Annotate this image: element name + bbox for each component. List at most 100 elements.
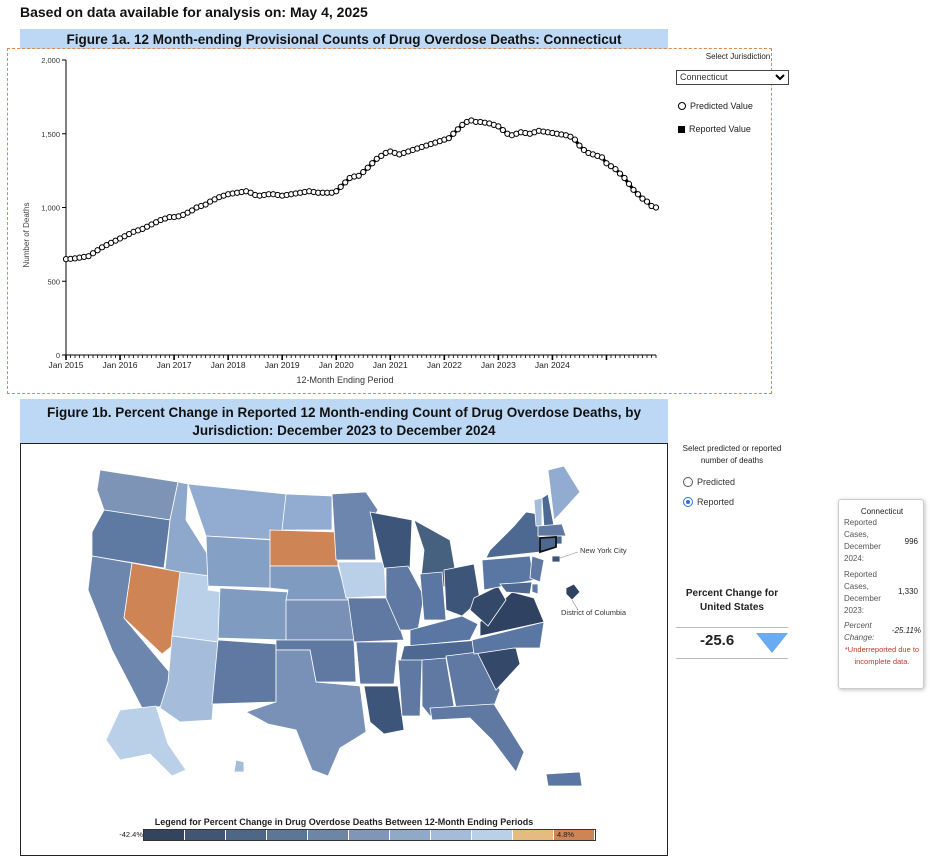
legend-swatch-4	[308, 830, 349, 840]
legend-swatch-8	[472, 830, 513, 840]
state-texas	[245, 649, 367, 777]
predicted-point	[630, 186, 637, 193]
state-maryland	[499, 581, 533, 595]
figure-1a-title: Figure 1a. 12 Month-ending Provisional C…	[20, 29, 668, 49]
tooltip-label-dec-2023: Reported Cases, December 2023:	[844, 570, 881, 615]
y-tick-label: 0	[56, 351, 60, 360]
radio-predicted-circle[interactable]	[683, 477, 693, 487]
predicted-point	[364, 164, 371, 171]
legend-reported: Reported Value	[678, 124, 751, 134]
predicted-point	[454, 126, 461, 133]
predicted-point	[333, 188, 340, 195]
state-indiana	[419, 571, 447, 621]
state-massachusetts	[537, 523, 567, 537]
state-wyoming	[205, 535, 273, 589]
y-tick-label: 1,500	[41, 130, 60, 139]
predicted-point	[355, 172, 362, 179]
series-layer	[62, 117, 660, 263]
predicted-point	[571, 136, 579, 143]
x-tick-label: Jan 2022	[427, 360, 462, 370]
x-tick-label: Jan 2017	[157, 360, 192, 370]
state-south-dakota	[269, 529, 339, 567]
predicted-point	[603, 160, 610, 167]
district-of-columbia	[565, 583, 581, 601]
predicted-point	[445, 135, 452, 142]
state-alaska	[105, 705, 187, 777]
tooltip-label-percent: Percent Change:	[844, 621, 875, 642]
tooltip-title: Connecticut	[860, 507, 904, 516]
y-axis-label: Number of Deaths	[22, 203, 31, 268]
predicted-point	[499, 126, 506, 134]
legend-swatch-2	[226, 830, 267, 840]
x-tick-label: Jan 2023	[481, 360, 516, 370]
state-colorado	[217, 587, 289, 641]
x-tick-label: Jan 2016	[103, 360, 138, 370]
predicted-point	[616, 170, 624, 177]
state-minnesota	[331, 491, 379, 561]
radio-reported[interactable]: Reported	[683, 497, 734, 507]
map-frame	[20, 443, 668, 856]
state-new-mexico	[211, 639, 277, 705]
percent-change-us-box	[676, 627, 788, 659]
legend-swatch-3	[267, 830, 308, 840]
territory-puerto-rico	[545, 771, 583, 787]
predicted-point	[607, 163, 615, 170]
state-maine	[547, 465, 581, 521]
legend-reported-label: Reported Value	[689, 124, 751, 134]
predicted-point	[612, 166, 619, 173]
predicted-point	[360, 169, 367, 176]
radio-group-label: Select predicted or reported number of d…	[682, 444, 782, 465]
tooltip-label-dec-2024: Reported Cases, December 2024:	[844, 518, 881, 563]
radio-reported-circle[interactable]	[683, 497, 693, 507]
open-circle-icon	[678, 102, 686, 110]
jurisdiction-select[interactable]: Connecticut	[676, 70, 789, 85]
chart-frame	[7, 48, 772, 394]
radio-predicted-label: Predicted	[697, 477, 736, 487]
analysis-date: Based on data available for analysis on:…	[20, 4, 368, 20]
state-delaware	[531, 583, 539, 595]
legend-swatch-0	[144, 830, 185, 840]
legend-predicted: Predicted Value	[678, 101, 753, 111]
map-legend-title: Legend for Percent Change in Drug Overdo…	[154, 817, 534, 827]
y-tick-label: 500	[47, 277, 60, 286]
radio-predicted[interactable]: Predicted	[683, 477, 735, 487]
predicted-point	[94, 247, 101, 254]
jurisdiction-label: Select Jurisdiction	[705, 52, 771, 61]
tooltip-note: *Underreported due to incomplete data.	[844, 645, 920, 666]
tooltip-value-dec-2024: 996	[904, 537, 918, 546]
map-tooltip: Connecticut Reported Cases, December 202…	[838, 499, 924, 689]
state-kansas	[285, 599, 355, 641]
y-axis: 0 500 1,000 1,500 2,000	[41, 56, 67, 360]
x-axis: Jan 2015 Jan 2016 Jan 2017 Jan 2018 Jan 2019…	[49, 354, 657, 370]
us-choropleth-map[interactable]: New York City District of Columbia	[21, 444, 667, 814]
predicted-point	[643, 198, 651, 205]
predicted-point	[373, 155, 380, 162]
percent-change-us-label: Percent Change for United States	[685, 588, 779, 613]
predicted-point	[85, 253, 92, 260]
predicted-point	[189, 207, 196, 214]
predicted-point	[634, 191, 642, 198]
legend-swatch-7	[431, 830, 472, 840]
legend-predicted-label: Predicted Value	[690, 101, 753, 111]
predicted-point	[567, 133, 574, 140]
state-mississippi	[397, 659, 423, 717]
legend-swatch-1	[185, 830, 226, 840]
x-tick-label: Jan 2018	[211, 360, 246, 370]
percent-change-us-value: -25.6	[700, 632, 735, 649]
state-arkansas	[355, 641, 399, 685]
map-legend-bar	[143, 829, 596, 841]
predicted-point	[369, 160, 376, 167]
down-arrow-icon	[756, 633, 788, 653]
legend-swatch-6	[390, 830, 431, 840]
predicted-point	[202, 201, 209, 208]
legend-swatch-5	[349, 830, 390, 840]
x-tick-label: Jan 2020	[319, 360, 354, 370]
predicted-point	[337, 183, 344, 190]
predicted-point	[598, 154, 606, 161]
predicted-point	[625, 180, 633, 187]
predicted-point	[89, 250, 97, 257]
predicted-point	[652, 204, 660, 211]
state-nevada	[123, 562, 181, 655]
chevron-down-icon	[775, 74, 785, 81]
